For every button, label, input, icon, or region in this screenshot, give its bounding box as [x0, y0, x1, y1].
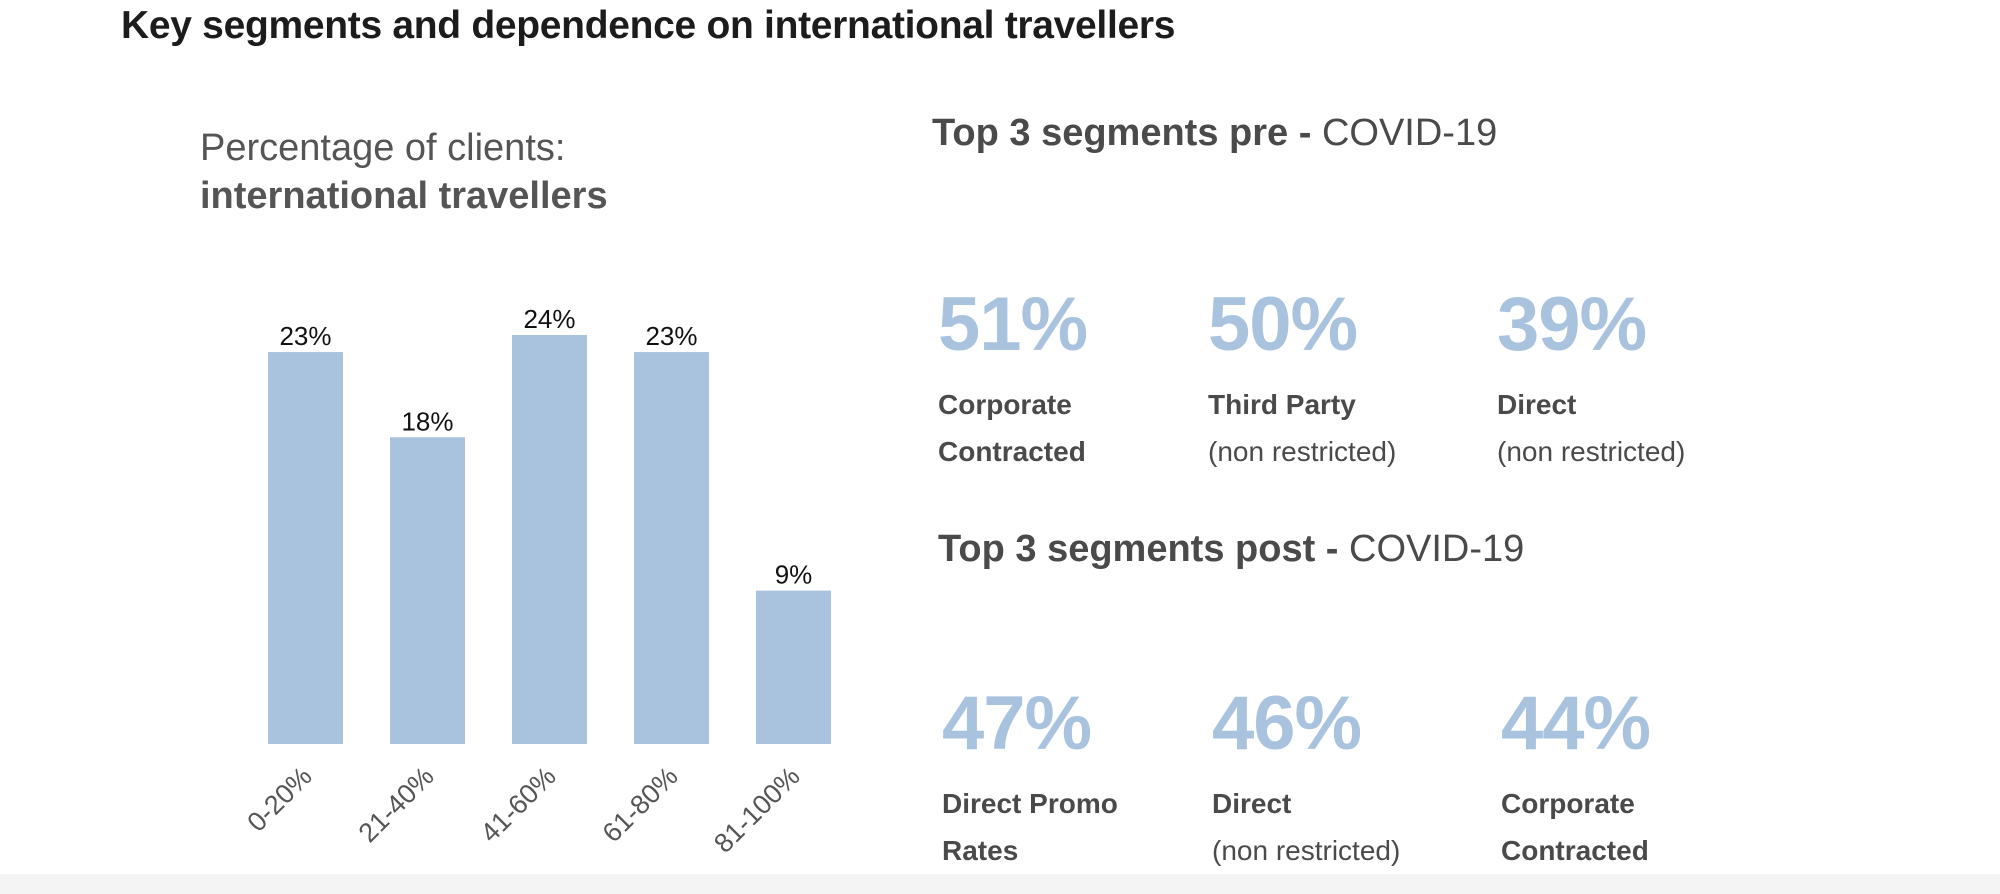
- bar-chart: 23% 0-20% 18% 21-40% 24% 41-60% 23% 61-80% 9% 81-…: [241, 304, 831, 859]
- pre-covid-heading: Top 3 segments pre - COVID-19: [932, 112, 1497, 155]
- pre-segment-2-line2: (non restricted): [1208, 436, 1397, 467]
- pre-segment-1: 51% Corporate Contracted: [938, 282, 1088, 475]
- post-segment-2: 46% Direct (non restricted): [1212, 684, 1400, 874]
- bar-61-80%: [634, 352, 709, 744]
- pre-segment-3-line1: Direct: [1497, 389, 1577, 420]
- post-segment-1-line1: Direct Promo: [942, 788, 1118, 819]
- x-tick-label: 41-60%: [475, 761, 562, 848]
- bar-0-20%: [268, 352, 343, 744]
- pre-segment-3-line2: (non restricted): [1497, 436, 1686, 467]
- post-segment-1-line2: Rates: [942, 835, 1019, 866]
- x-tick-label: 61-80%: [597, 761, 684, 848]
- post-segment-1-value: 47%: [942, 681, 1092, 766]
- post-segment-1-label: Direct Promo Rates: [942, 780, 1118, 874]
- bar-value-label: 23%: [645, 321, 697, 351]
- post-covid-heading-bold: Top 3 segments post -: [938, 528, 1339, 570]
- post-segment-3-line1: Corporate: [1501, 788, 1635, 819]
- pre-segment-3-value: 39%: [1497, 282, 1647, 367]
- bottom-strip: [0, 874, 2000, 894]
- chart-title: Percentage of clients: international tra…: [200, 124, 608, 220]
- pre-segment-1-line1: Corporate: [938, 389, 1072, 420]
- pre-segment-1-label: Corporate Contracted: [938, 381, 1087, 475]
- post-segment-1: 47% Direct Promo Rates: [942, 684, 1118, 874]
- pre-segment-3: 39% Direct (non restricted): [1497, 285, 1685, 475]
- pre-segment-2-label: Third Party (non restricted): [1208, 381, 1396, 475]
- pre-segment-1-line2: Contracted: [938, 436, 1086, 467]
- x-tick-label: 0-20%: [241, 761, 317, 837]
- post-segment-3-value: 44%: [1501, 681, 1651, 766]
- post-covid-heading: Top 3 segments post - COVID-19: [938, 528, 1524, 571]
- post-segment-3-label: Corporate Contracted: [1501, 780, 1650, 874]
- chart-title-line1: Percentage of clients:: [200, 127, 566, 169]
- x-tick-label: 81-100%: [708, 761, 806, 859]
- post-covid-heading-rest: COVID-19: [1349, 528, 1525, 570]
- pre-segment-3-label: Direct (non restricted): [1497, 381, 1685, 475]
- post-segment-2-line1: Direct: [1212, 788, 1292, 819]
- post-segment-2-line2: (non restricted): [1212, 835, 1401, 866]
- pre-segment-2-value: 50%: [1208, 282, 1358, 367]
- page-title: Key segments and dependence on internati…: [121, 4, 1176, 47]
- bar-41-60%: [512, 335, 587, 744]
- x-tick-label: 21-40%: [353, 761, 440, 848]
- bar-81-100%: [756, 590, 831, 744]
- bar-value-label: 18%: [401, 406, 453, 436]
- bar-value-label: 24%: [523, 304, 575, 334]
- post-segment-2-label: Direct (non restricted): [1212, 780, 1400, 874]
- post-segment-3: 44% Corporate Contracted: [1501, 681, 1651, 874]
- bar-21-40%: [390, 437, 465, 744]
- pre-segment-2-line1: Third Party: [1208, 389, 1356, 420]
- pre-segment-1-value: 51%: [938, 282, 1088, 367]
- chart-title-line2: international travellers: [200, 175, 608, 217]
- post-segment-3-line2: Contracted: [1501, 835, 1649, 866]
- pre-covid-heading-bold: Top 3 segments pre -: [932, 112, 1312, 154]
- pre-segment-2: 50% Third Party (non restricted): [1208, 285, 1396, 475]
- post-segment-2-value: 46%: [1212, 681, 1362, 766]
- bar-value-label: 9%: [775, 560, 813, 590]
- pre-covid-heading-rest: COVID-19: [1321, 112, 1498, 154]
- bar-value-label: 23%: [279, 321, 331, 351]
